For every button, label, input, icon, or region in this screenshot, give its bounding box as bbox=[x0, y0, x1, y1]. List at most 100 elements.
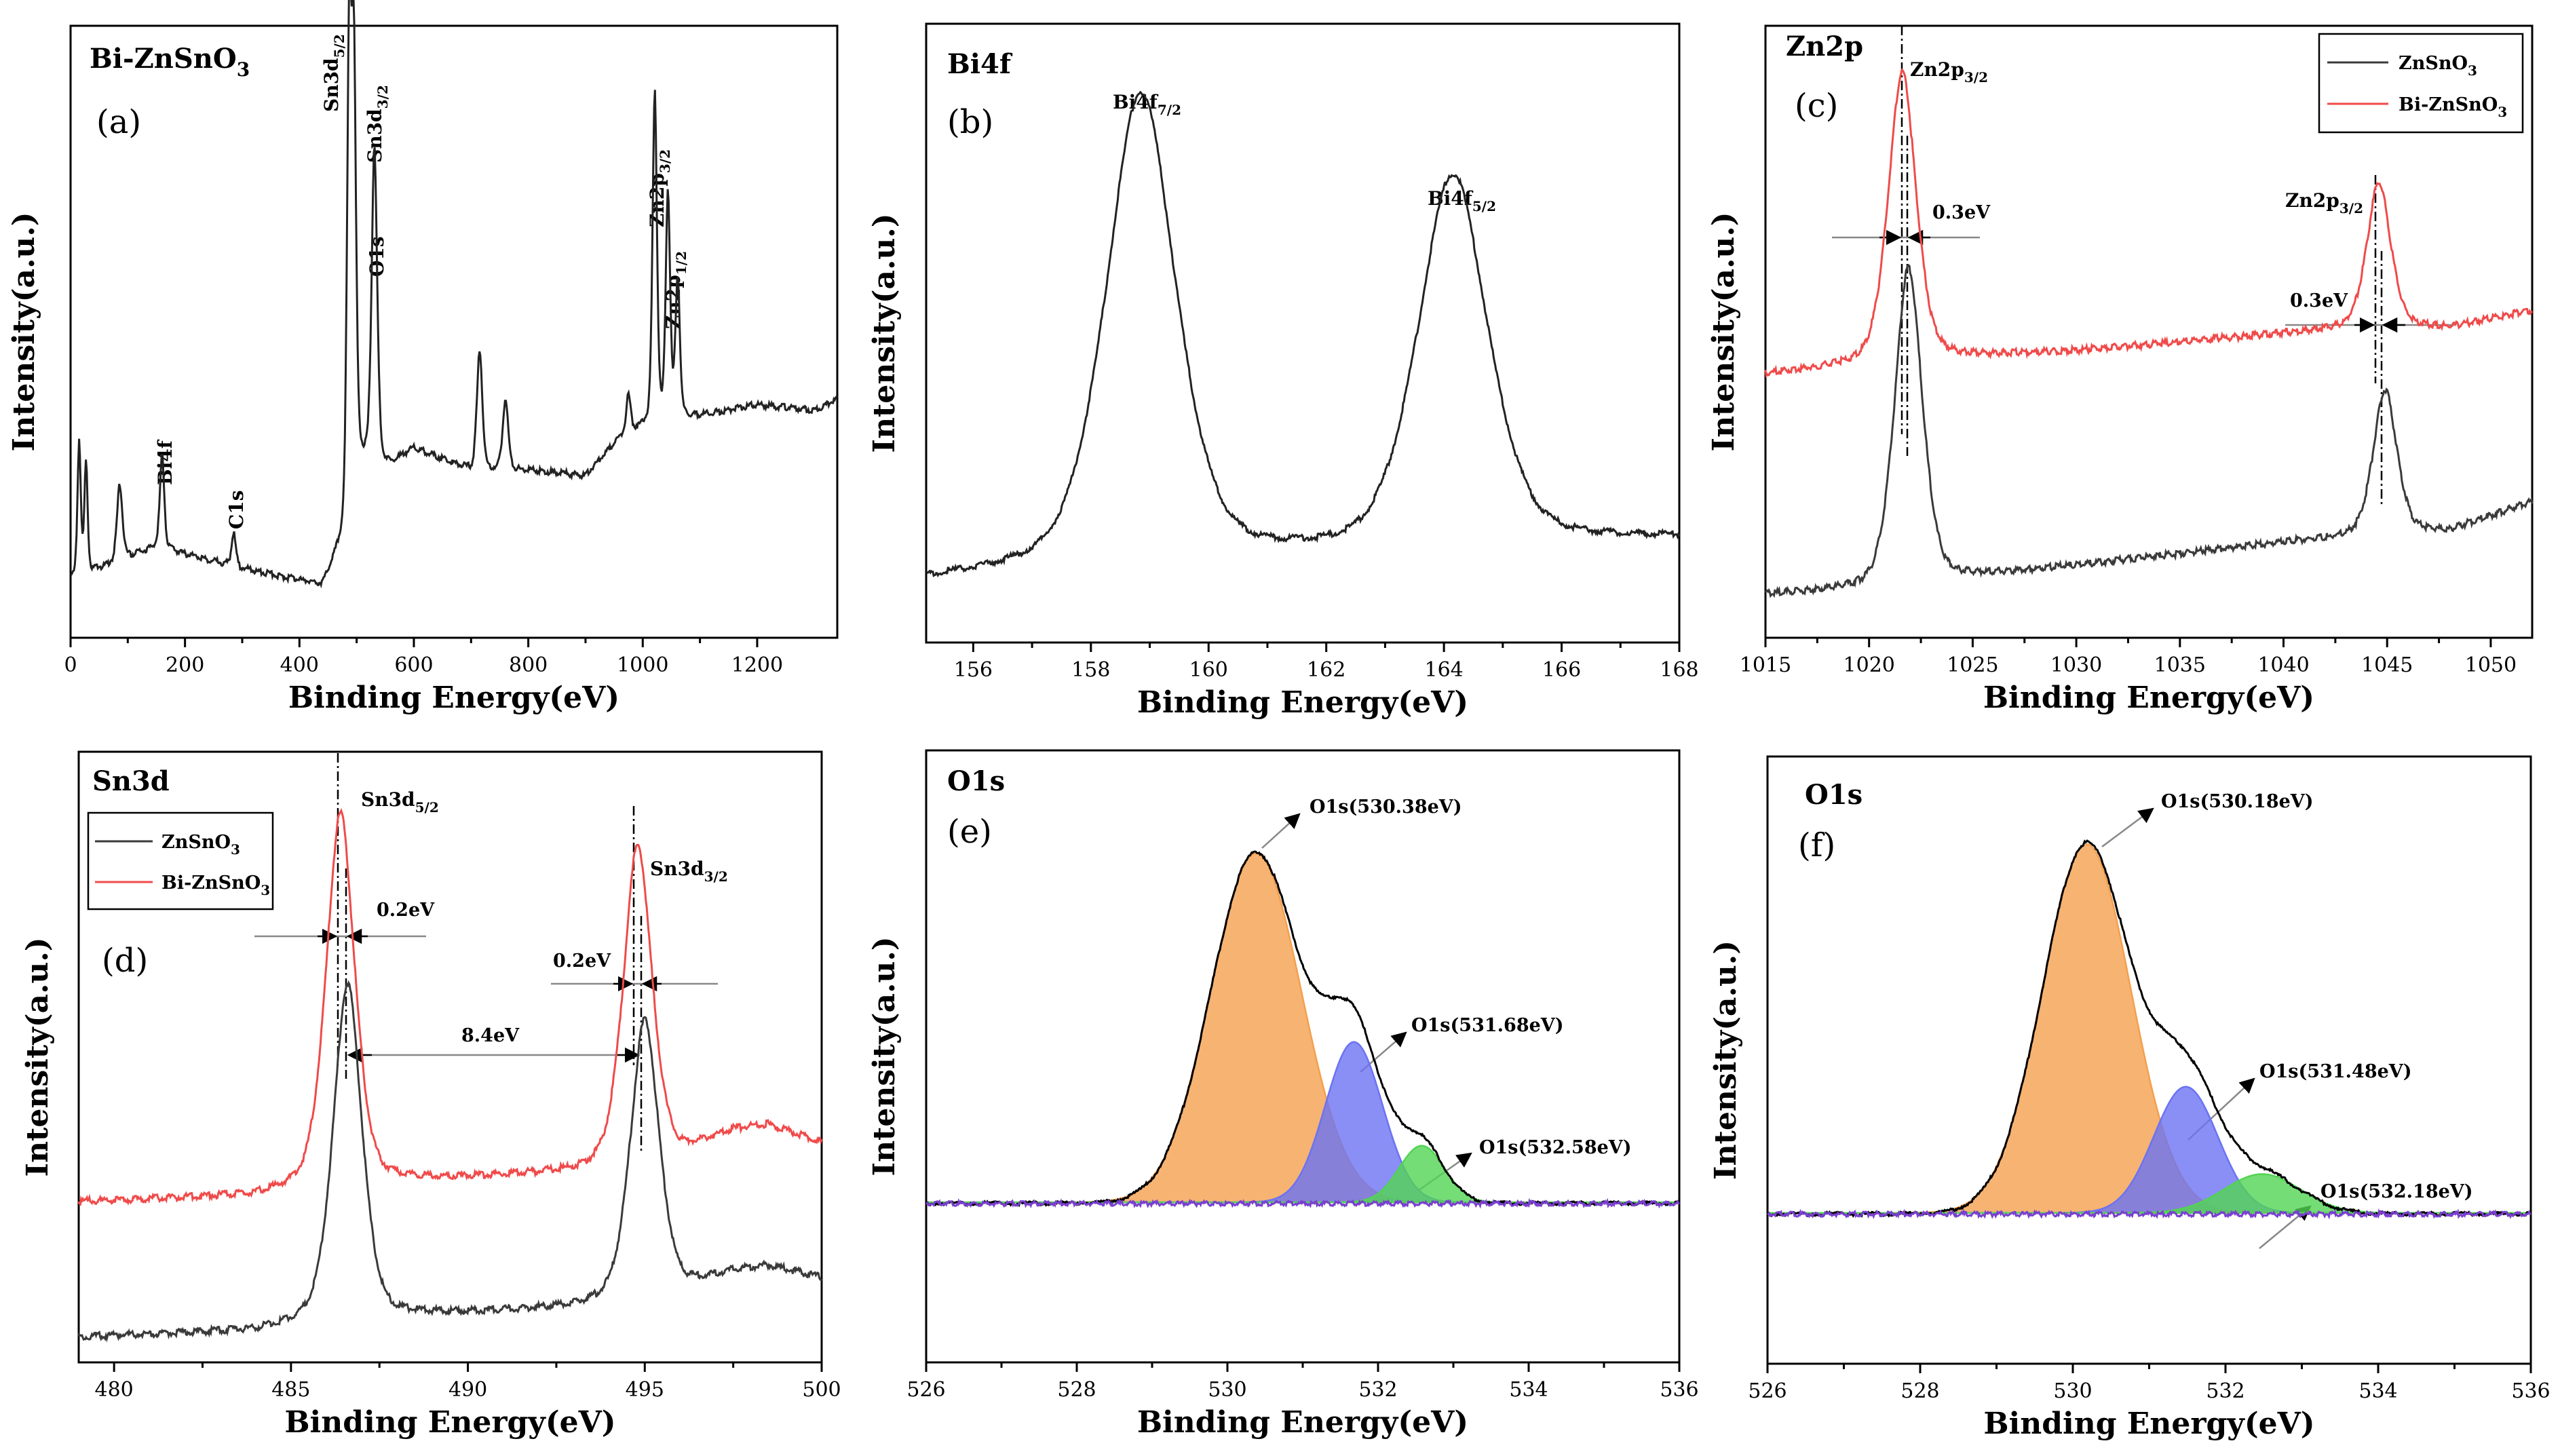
panel-label: (d) bbox=[102, 942, 148, 980]
panel-label: (f) bbox=[1798, 826, 1835, 864]
peak-label-sn3d32: Sn3d3/2 bbox=[364, 85, 391, 163]
peak-label-bi4f52: Bi4f5/2 bbox=[1428, 187, 1496, 214]
x-tick-label: 1020 bbox=[1843, 653, 1895, 677]
shift-marker-1: 0.3eV Zn2p3/2 bbox=[1832, 26, 1991, 456]
x-tick-label: 528 bbox=[1057, 1378, 1096, 1402]
callout-label-3: O1s(532.18eV) bbox=[2320, 1181, 2473, 1202]
x-tick-label: 1045 bbox=[2361, 653, 2413, 677]
x-tick-label: 800 bbox=[509, 653, 548, 677]
x-tick-label: 600 bbox=[394, 653, 433, 677]
x-tick-label: 500 bbox=[802, 1378, 841, 1402]
peak-label-sn3d52: Sn3d5/2 bbox=[361, 788, 439, 816]
x-tick-label: 530 bbox=[2053, 1379, 2092, 1403]
series-znsno3-line bbox=[1764, 264, 2534, 598]
x-axis-label: Binding Energy(eV) bbox=[288, 681, 619, 715]
y-axis-label: Intensity(a.u.) bbox=[867, 213, 902, 453]
legend-label-pristine: ZnSnO3 bbox=[2399, 53, 2477, 79]
x-tick-label: 156 bbox=[954, 658, 993, 682]
peak-label-sn3d52: Sn3d5/2 bbox=[320, 34, 347, 112]
callout-label-3: O1s(532.58eV) bbox=[1479, 1137, 1632, 1158]
x-tick-label: 528 bbox=[1900, 1379, 1939, 1403]
y-axis-label: Intensity(a.u.) bbox=[1708, 940, 1743, 1180]
callout-label-1: O1s(530.18eV) bbox=[2161, 791, 2314, 812]
legend: ZnSnO3 Bi-ZnSnO3 bbox=[87, 811, 274, 911]
y-axis-label: Intensity(a.u.) bbox=[7, 212, 41, 451]
x-tick-label: 495 bbox=[626, 1378, 664, 1402]
x-tick-label: 530 bbox=[1208, 1378, 1246, 1402]
x-tick-label: 1050 bbox=[2465, 653, 2517, 677]
series-bi-znsno3-line bbox=[77, 807, 823, 1206]
spin-orbit-splitting: 8.4eV bbox=[347, 1025, 641, 1063]
shift-marker-sn32: 0.2eV bbox=[551, 951, 718, 992]
peak-label-zn2p32-b: Zn2p3/2 bbox=[2285, 189, 2363, 216]
x-tick-label: 0 bbox=[64, 653, 77, 677]
panel-title: Zn2p bbox=[1786, 31, 1863, 62]
x-tick-label: 485 bbox=[271, 1378, 310, 1402]
series-bi-znsno3-line bbox=[70, 0, 838, 589]
x-tick-label: 1025 bbox=[1947, 653, 1998, 677]
panel-a: Bi-ZnSnO3 (a) Bi4f C1s Sn3d5/2 Sn3d3/2 O… bbox=[69, 24, 839, 639]
x-tick-label: 1035 bbox=[2154, 653, 2206, 677]
x-tick-label: 480 bbox=[95, 1378, 134, 1402]
chart-b-plot: 156 158 160 162 164 166 168 Binding Energy(eV) I… bbox=[867, 90, 1699, 720]
x-tick-label: 536 bbox=[2511, 1379, 2550, 1403]
y-axis-label: Intensity(a.u.) bbox=[20, 937, 55, 1176]
shift-marker-2: 0.3eV Zn2p3/2 bbox=[2285, 175, 2455, 505]
x-tick-label: 534 bbox=[1509, 1378, 1548, 1402]
plot-frame bbox=[925, 22, 1681, 644]
peak-label-c1s: C1s bbox=[225, 490, 248, 529]
x-tick-label: 532 bbox=[2206, 1379, 2244, 1403]
panel-title: O1s bbox=[1805, 779, 1862, 811]
x-tick-label: 1030 bbox=[2050, 653, 2102, 677]
peak-label-bi4f72: Bi4f7/2 bbox=[1113, 91, 1181, 118]
legend-label-doped: Bi-ZnSnO3 bbox=[2399, 94, 2507, 120]
x-tick-label: 160 bbox=[1189, 658, 1228, 682]
callout-line-1 bbox=[2101, 807, 2154, 848]
x-tick-label: 1015 bbox=[1740, 653, 1791, 677]
shift-label: 0.3eV bbox=[1932, 202, 1991, 223]
x-tick-label: 536 bbox=[1660, 1378, 1698, 1402]
peak-label-bi4f: Bi4f bbox=[154, 439, 176, 485]
shift-label: 0.3eV bbox=[2290, 290, 2348, 311]
x-tick-label: 200 bbox=[166, 653, 204, 677]
x-tick-label: 1000 bbox=[617, 653, 668, 677]
legend-box bbox=[2318, 33, 2524, 134]
series-bi-znsno3-line bbox=[1764, 68, 2534, 379]
x-tick-label: 400 bbox=[280, 653, 319, 677]
x-axis-label: Binding Energy(eV) bbox=[1137, 685, 1468, 720]
chart-a-plot: 0 200 400 600 800 1000 1200 Binding Energy(eV) I… bbox=[7, 0, 838, 715]
x-axis-label: Binding Energy(eV) bbox=[1983, 1406, 2314, 1441]
peak-labels: Bi4f C1s Sn3d5/2 Sn3d3/2 O1s Zn2p3/2 Zn2… bbox=[154, 34, 689, 529]
panel-label: (e) bbox=[947, 813, 992, 851]
baseline-line bbox=[1767, 1208, 2532, 1220]
chart-c-plot: 1015 1020 1025 1030 1035 1040 1045 1050 Binding … bbox=[1706, 68, 2534, 715]
peak-label-sn3d32: Sn3d3/2 bbox=[650, 858, 728, 885]
plot-frame bbox=[1766, 755, 2532, 1365]
panel-b: Bi4f (b) Bi4f7/2 Bi4f5/2 bbox=[925, 22, 1681, 644]
panel-title: Bi-ZnSnO3 bbox=[90, 43, 250, 81]
y-axis-label: Intensity(a.u.) bbox=[1706, 212, 1741, 451]
x-axis-label: Binding Energy(eV) bbox=[1983, 681, 2314, 715]
chart-d-plot: 480 485 490 495 500 Binding Energy(eV) Intensi… bbox=[20, 807, 841, 1440]
x-tick-label: 162 bbox=[1307, 658, 1345, 682]
splitting-label: 8.4eV bbox=[461, 1025, 520, 1046]
x-tick-label: 168 bbox=[1660, 658, 1698, 682]
series-bi-znsno3-line bbox=[925, 90, 1681, 578]
x-tick-label: 158 bbox=[1071, 658, 1110, 682]
x-axis-label: Binding Energy(eV) bbox=[284, 1405, 615, 1440]
callout-line-1 bbox=[1261, 813, 1301, 849]
chart-f-plot: 526 528 530 532 534 536 Binding Energy(eV) Inte… bbox=[1708, 839, 2551, 1441]
callout-label-1: O1s(530.38eV) bbox=[1310, 797, 1462, 818]
legend-label-pristine: ZnSnO3 bbox=[161, 832, 240, 858]
x-tick-label: 532 bbox=[1358, 1378, 1397, 1402]
x-tick-label: 526 bbox=[906, 1378, 945, 1402]
x-tick-label: 164 bbox=[1424, 658, 1463, 682]
panel-title: O1s bbox=[947, 765, 1005, 797]
shift-label: 0.2eV bbox=[377, 900, 435, 921]
panel-label: (a) bbox=[96, 103, 141, 141]
chart-e-plot: 526 528 530 532 534 536 Binding Energy(eV) Inte… bbox=[867, 850, 1699, 1440]
peak-label-zn2p32-a: Zn2p3/2 bbox=[1910, 58, 1988, 85]
panel-label: (b) bbox=[947, 103, 993, 141]
x-tick-label: 534 bbox=[2358, 1379, 2397, 1403]
